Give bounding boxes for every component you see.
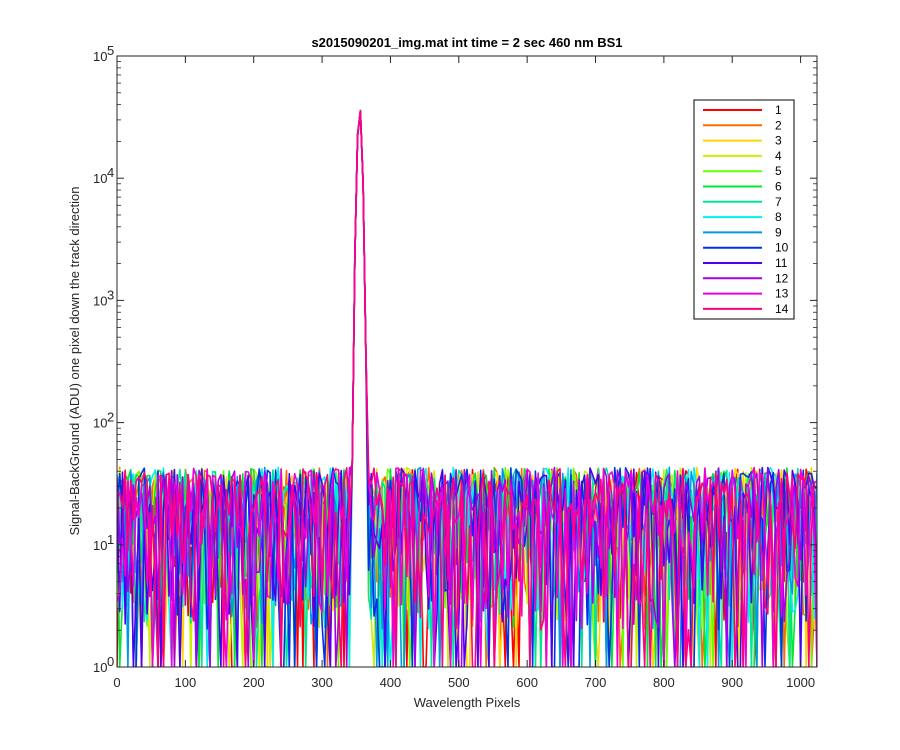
x-tick-label: 400 [380, 675, 402, 690]
legend-label: 5 [775, 164, 782, 178]
chart-title: s2015090201_img.mat int time = 2 sec 460… [311, 35, 622, 50]
y-tick-exponent: 0 [107, 654, 114, 669]
legend-label: 8 [775, 210, 782, 224]
legend-label: 9 [775, 225, 782, 239]
legend-label: 2 [775, 118, 782, 132]
y-tick-exponent: 2 [107, 410, 114, 425]
y-tick-label: 10 4 [93, 165, 114, 186]
x-tick-label: 0 [113, 675, 120, 690]
legend-box [693, 99, 795, 320]
legend-label: 1 [775, 103, 782, 117]
legend-label: 3 [775, 134, 782, 148]
legend-label: 6 [775, 180, 782, 194]
legend-label: 7 [775, 195, 782, 209]
series-layer [117, 109, 817, 667]
y-tick-base: 10 [93, 660, 107, 675]
y-tick-base: 10 [93, 49, 107, 64]
legend-label: 4 [775, 149, 782, 163]
legend-label: 13 [775, 287, 789, 301]
y-tick-exponent: 1 [107, 532, 114, 547]
x-tick-label: 800 [653, 675, 675, 690]
y-tick-exponent: 3 [107, 287, 114, 302]
series-line-14 [117, 109, 817, 667]
x-tick-label: 700 [585, 675, 607, 690]
x-tick-label: 500 [448, 675, 470, 690]
x-axis-label: Wavelength Pixels [414, 695, 521, 710]
y-tick-label: 10 3 [93, 287, 114, 308]
plot-frame [116, 55, 818, 668]
legend-label: 14 [775, 302, 789, 316]
y-axis-label: Signal-BackGround (ADU) one pixel down t… [67, 186, 82, 535]
y-tick-label: 10 1 [93, 532, 114, 553]
x-tick-label: 300 [311, 675, 333, 690]
x-tick-label: 100 [175, 675, 197, 690]
y-tick-exponent: 5 [107, 43, 114, 58]
y-tick-base: 10 [93, 416, 107, 431]
y-tick-base: 10 [93, 171, 107, 186]
series-line-13 [117, 110, 817, 667]
y-tick-base: 10 [93, 293, 107, 308]
y-tick-label: 10 5 [93, 43, 114, 64]
x-tick-label: 900 [721, 675, 743, 690]
y-tick-label: 10 2 [93, 410, 114, 431]
x-tick-label: 200 [243, 675, 265, 690]
y-tick-exponent: 4 [107, 165, 114, 180]
legend-label: 10 [775, 241, 789, 255]
y-tick-label: 10 0 [93, 654, 114, 675]
y-tick-base: 10 [93, 538, 107, 553]
x-tick-label: 600 [516, 675, 538, 690]
legend-label: 11 [775, 256, 788, 270]
x-tick-label: 1000 [786, 675, 815, 690]
legend-label: 12 [775, 271, 789, 285]
